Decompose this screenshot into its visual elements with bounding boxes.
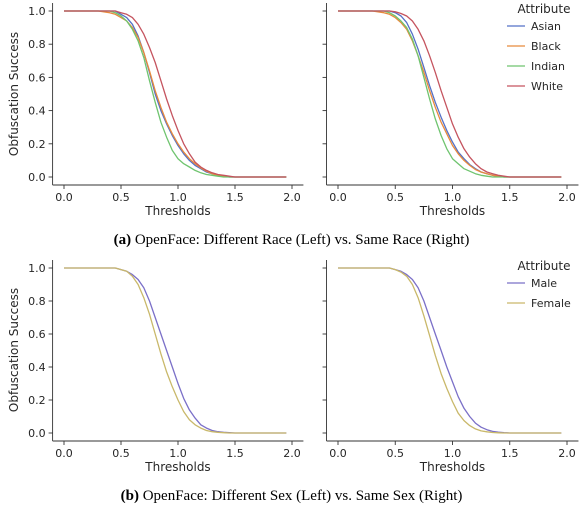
series-line-female	[338, 267, 562, 434]
y-tick-label: 1.0	[28, 5, 46, 18]
legend-title: Attribute	[518, 2, 571, 16]
legend-label-female: Female	[531, 297, 571, 310]
y-tick-label: 0.4	[28, 105, 46, 118]
series-line-asian	[64, 10, 287, 178]
x-tick-label: 1.0	[169, 191, 187, 204]
x-axis-label: Thresholds	[419, 460, 485, 474]
series-line-male	[338, 267, 562, 434]
legend-label-male: Male	[531, 277, 557, 290]
x-tick-label: 1.0	[444, 447, 462, 460]
series-line-white	[338, 10, 562, 178]
caption-b-text: OpenFace: Different Sex (Left) vs. Same …	[142, 488, 463, 504]
y-tick-label: 0.2	[28, 394, 46, 407]
legend-label-black: Black	[531, 40, 561, 53]
y-tick-label: 0.6	[28, 328, 46, 341]
x-tick-label: 0.5	[112, 447, 130, 460]
x-tick-label: 1.5	[501, 191, 519, 204]
legend-label-white: White	[531, 80, 563, 93]
series-line-black	[64, 10, 287, 178]
x-tick-label: 0.0	[329, 191, 347, 204]
x-tick-label: 1.5	[501, 447, 519, 460]
x-tick-label: 2.0	[558, 447, 576, 460]
legend-label-asian: Asian	[531, 20, 561, 33]
x-tick-label: 0.0	[55, 447, 73, 460]
x-tick-label: 1.0	[444, 191, 462, 204]
x-tick-label: 1.0	[169, 447, 187, 460]
caption-a-text: OpenFace: Different Race (Left) vs. Same…	[134, 232, 470, 248]
x-tick-label: 2.0	[283, 191, 301, 204]
series-line-indian	[338, 10, 562, 178]
x-tick-label: 2.0	[558, 191, 576, 204]
caption-a-label: (a)	[113, 232, 132, 248]
y-tick-label: 0.2	[28, 138, 46, 151]
y-axis-label: Obfuscation Success	[7, 288, 21, 412]
x-axis-label: Thresholds	[419, 204, 485, 218]
y-tick-label: 0.8	[28, 295, 46, 308]
y-tick-label: 0.0	[28, 427, 46, 440]
caption-b: (b) OpenFace: Different Sex (Left) vs. S…	[0, 488, 583, 505]
y-tick-label: 0.0	[28, 171, 46, 184]
y-tick-label: 0.4	[28, 361, 46, 374]
caption-a: (a) OpenFace: Different Race (Left) vs. …	[0, 232, 583, 249]
series-line-black	[338, 10, 562, 178]
x-tick-label: 0.5	[387, 191, 405, 204]
legend: Attribute Asian Black Indian White	[507, 2, 571, 93]
x-tick-label: 1.5	[226, 191, 244, 204]
series-line-white	[64, 10, 287, 178]
series-line-male	[64, 267, 287, 434]
series-line-asian	[338, 10, 562, 178]
chart-panel-b-left: 0.0 0.5 1.0 1.5 2.00.00.20.40.60.81.0Thresho…	[7, 260, 304, 474]
x-tick-label: 2.0	[283, 447, 301, 460]
chart-panel-a-left: 0.0 0.5 1.0 1.5 2.00.00.20.40.60.81.0Thresho…	[7, 3, 304, 218]
x-tick-label: 1.5	[226, 447, 244, 460]
series-line-female	[64, 267, 287, 434]
y-axis-label: Obfuscation Success	[7, 32, 21, 156]
legend-label-indian: Indian	[531, 60, 565, 73]
y-tick-label: 0.6	[28, 71, 46, 84]
y-tick-label: 1.0	[28, 262, 46, 275]
legend: Attribute Male Female	[507, 259, 571, 310]
x-tick-label: 0.0	[55, 191, 73, 204]
y-tick-label: 0.8	[28, 38, 46, 51]
x-tick-label: 0.5	[112, 191, 130, 204]
x-axis-label: Thresholds	[144, 204, 210, 218]
chart-panel-b-right: 0.0 0.5 1.0 1.5 2.0 Thresholds Attribute Male Fe…	[322, 259, 579, 474]
legend-title: Attribute	[518, 259, 571, 273]
x-axis-label: Thresholds	[144, 460, 210, 474]
caption-b-label: (b)	[120, 488, 139, 504]
series-line-indian	[64, 10, 287, 178]
x-tick-label: 0.5	[387, 447, 405, 460]
chart-panel-a-right: 0.0 0.5 1.0 1.5 2.0 Thresholds Attribute Asian B…	[322, 2, 579, 218]
x-tick-label: 0.0	[329, 447, 347, 460]
